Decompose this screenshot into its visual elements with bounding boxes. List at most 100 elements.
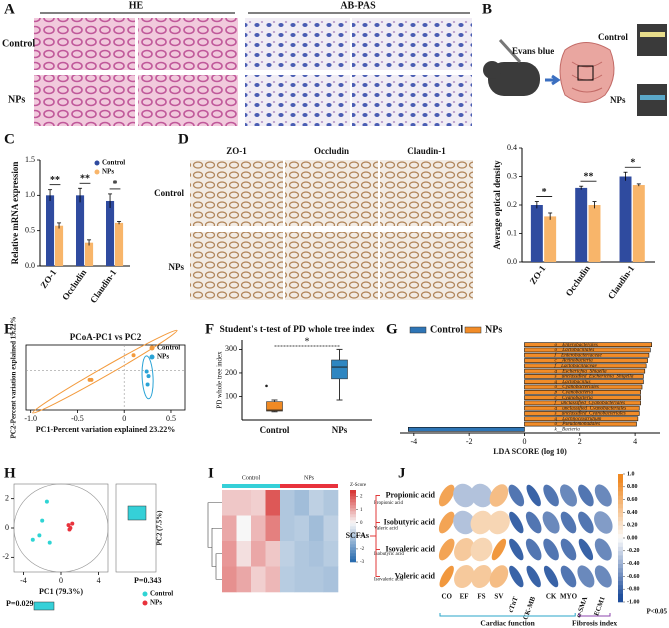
colorbar-step <box>618 495 623 500</box>
marginal-box <box>127 505 147 521</box>
x-tick-label: Claudin-1 <box>88 267 119 305</box>
colorbar-step <box>350 559 356 563</box>
panel-label: E <box>4 321 14 337</box>
point <box>131 353 136 358</box>
colorbar-step <box>618 512 623 517</box>
y-tick-label: 0.3 <box>507 171 517 180</box>
row-label: Isobutyric acid <box>384 517 436 526</box>
legend-label: Control <box>150 590 173 598</box>
colorbar-step <box>350 556 356 560</box>
bar <box>524 379 644 385</box>
colorbar-step <box>618 482 623 488</box>
group-label: Control <box>242 475 261 481</box>
significance-label: * <box>305 336 310 347</box>
mouse-head <box>483 61 501 79</box>
group-bracket <box>578 613 611 617</box>
colorbar-step <box>618 525 623 530</box>
colorbar-step <box>350 547 356 551</box>
panel-label: F <box>205 321 214 337</box>
y-axis-label: PC2-Percent variation explained 15.22% <box>10 317 18 439</box>
correlation-ellipse <box>487 510 510 535</box>
bar <box>524 384 643 390</box>
correlation-ellipse <box>470 537 493 562</box>
point <box>89 377 94 382</box>
legend-label: NPs <box>150 599 162 607</box>
correlation-ellipse <box>509 565 524 588</box>
tissue <box>640 32 665 37</box>
colorbar-step <box>350 520 356 524</box>
bar <box>524 374 644 379</box>
correlation-ellipse <box>560 511 577 534</box>
marginal-frame <box>115 483 157 573</box>
bar <box>407 427 525 432</box>
colorbar-step <box>618 486 623 492</box>
x-tick-label: Claudin-1 <box>606 263 637 301</box>
group-bracket <box>439 613 576 617</box>
row-label: Propionic acid <box>374 501 404 506</box>
category-label: o__Pseudomonadales <box>554 421 600 427</box>
correlation-ellipse <box>578 538 594 561</box>
colorbar-step <box>350 523 356 527</box>
bar <box>524 400 641 406</box>
colorbar-step <box>618 533 623 539</box>
marker-label: Occludin <box>314 146 349 156</box>
bar <box>524 411 640 416</box>
row-label: Isovaleric acid <box>374 577 404 582</box>
y-tick-label: 0 <box>5 523 9 532</box>
cell <box>309 515 324 542</box>
significance-label: * <box>113 179 118 190</box>
layout <box>483 24 667 116</box>
colorbar-tick-label: 0.60 <box>627 497 638 503</box>
point <box>145 382 150 387</box>
colorbar-step <box>350 496 356 500</box>
marginal-box <box>33 601 55 611</box>
cell <box>323 566 339 593</box>
x-tick-label: ZO-1 <box>528 263 548 286</box>
x-axis-label: PC1 (79.3%) <box>39 587 83 596</box>
correlation-ellipse <box>454 564 475 589</box>
bar <box>632 185 645 262</box>
cell <box>236 515 252 542</box>
group-label: NPs <box>8 94 25 105</box>
colorbar-tick-label: -0.20 <box>627 548 640 554</box>
micrograph <box>285 232 378 300</box>
cell <box>309 566 324 593</box>
correlation-ellipse <box>543 484 559 507</box>
correlation-ellipse <box>543 538 559 561</box>
cell <box>294 541 310 567</box>
bar <box>55 225 64 266</box>
x-tick-label: 4 <box>97 576 101 585</box>
bar <box>46 195 55 266</box>
category-label: o__Cyanobacteriales <box>554 384 598 390</box>
colorbar-step <box>350 532 356 536</box>
bar <box>524 368 646 374</box>
bar <box>619 176 632 262</box>
correlation-ellipse <box>594 511 613 534</box>
legend-marker <box>149 354 155 360</box>
colorbar-tick-label: 1.0 <box>627 471 635 477</box>
bar <box>588 205 601 262</box>
colorbar-tick-label: -1 <box>360 534 365 539</box>
y-tick-label: -2 <box>2 552 9 561</box>
colorbar-step <box>618 559 623 564</box>
micrograph <box>245 75 350 126</box>
stain-label: HE <box>129 0 144 11</box>
legend-marker <box>142 591 148 597</box>
colorbar-step <box>350 502 356 506</box>
arrow <box>545 74 561 86</box>
dendrogram <box>207 502 222 580</box>
y-tick-label: 0.0 <box>507 257 517 266</box>
correlation-ellipse <box>491 538 507 561</box>
significance-label: ** <box>50 175 60 186</box>
cell <box>265 490 281 516</box>
correlation-ellipse <box>509 511 524 534</box>
point <box>66 523 71 528</box>
x-tick-label: -4 <box>20 576 27 585</box>
micrograph <box>190 232 283 300</box>
correlation-ellipse <box>526 484 541 507</box>
y-tick-label: 0.0 <box>25 261 35 270</box>
cell <box>222 515 237 542</box>
bar <box>524 421 637 427</box>
correlation-ellipse <box>508 484 525 507</box>
annotation: P=0.029 <box>6 599 33 608</box>
